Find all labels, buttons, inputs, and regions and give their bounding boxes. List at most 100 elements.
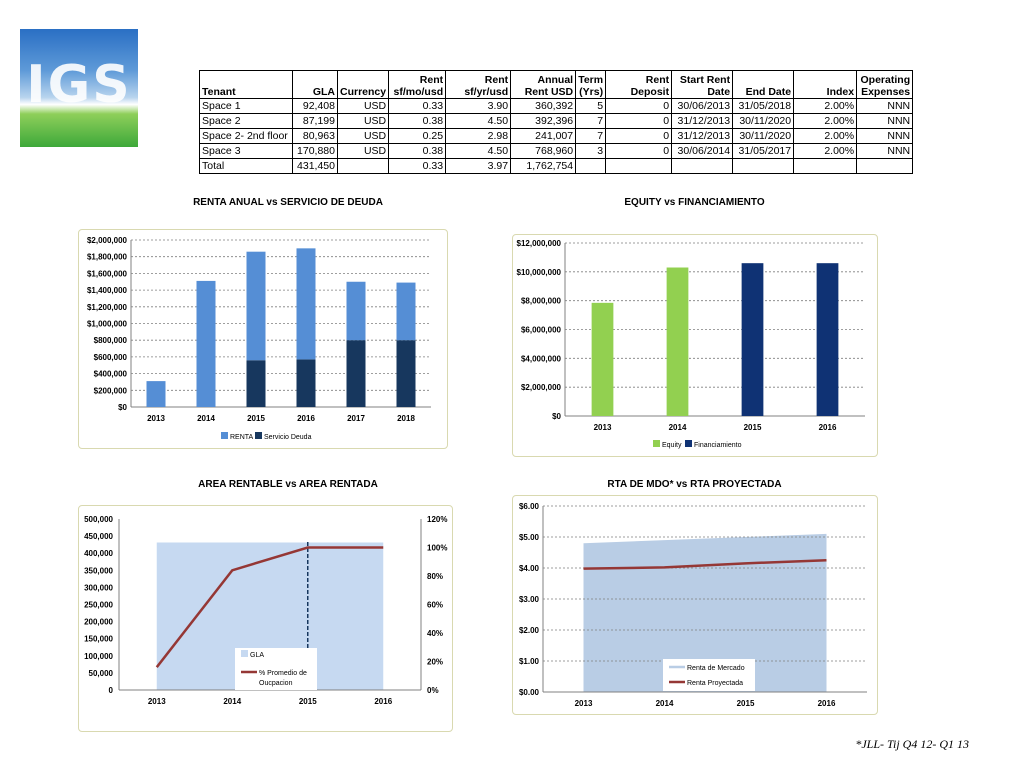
table-cell: 87,199 <box>292 113 338 129</box>
table-cell: USD <box>336 98 390 114</box>
table-cell: 0 <box>605 143 673 159</box>
table-row: Space 2- 2nd floor 80,963 USD 0.25 2.98 241,0… <box>199 128 914 144</box>
renta-mercado-area <box>583 533 827 692</box>
legend-label: Financiamiento <box>694 442 742 449</box>
y-tick-label: $400,000 <box>94 370 128 379</box>
x-tick-label: 2015 <box>247 414 265 423</box>
y-tick-label: 500,000 <box>84 515 113 524</box>
y-tick-label: $2,000,000 <box>87 236 128 245</box>
table-header-row: Tenant GLA Currency Rent sf/mo/usd Rent sf/y… <box>199 70 914 99</box>
chart1-title: RENTA ANUAL vs SERVICIO DE DEUDA <box>193 197 383 208</box>
table-cell: 3.90 <box>445 98 512 114</box>
table-header-cell: End Date <box>732 70 795 99</box>
table-cell: 0.33 <box>388 98 447 114</box>
x-tick-label: 2015 <box>744 423 762 432</box>
legend-label: % Promedio de <box>259 670 307 677</box>
y-tick-label: $1,800,000 <box>87 253 128 262</box>
table-header-cell: Start Rent Date <box>671 70 734 99</box>
x-tick-label: 2017 <box>347 414 365 423</box>
legend-label: Renta de Mercado <box>687 665 745 672</box>
y-tick-label: $2.00 <box>519 626 540 635</box>
y-tick-label: $800,000 <box>94 336 128 345</box>
table-cell: 0 <box>605 113 673 129</box>
table-cell: NNN <box>856 98 914 114</box>
chart4-title: RTA DE MDO* vs RTA PROYECTADA <box>607 479 782 490</box>
x-tick-label: 2018 <box>397 414 415 423</box>
y2-tick-label: 120% <box>427 515 447 524</box>
table-cell: 0.38 <box>388 143 447 159</box>
legend-swatch <box>653 440 660 447</box>
table-row: Space 3 170,880 USD 0.38 4.50 768,960 3 0 30/06/… <box>199 143 914 159</box>
bar-equity <box>666 267 689 416</box>
bar-servicio-deuda <box>296 359 316 407</box>
legend-label: Renta Proyectada <box>687 680 743 687</box>
gla-area <box>156 542 384 690</box>
table-row: Total 431,450 0.33 3.97 1,762,754 <box>199 158 914 174</box>
table-cell: USD <box>336 113 390 129</box>
table-cell: 1,762,754 <box>510 158 577 174</box>
y-tick-label: $1,200,000 <box>87 303 128 312</box>
table-cell: 80,963 <box>292 128 338 144</box>
x-tick-label: 2014 <box>197 414 215 423</box>
table-cell: 2.00% <box>793 113 858 129</box>
x-tick-label: 2015 <box>299 697 317 706</box>
y-tick-label: $0.00 <box>519 688 540 697</box>
table-header-cell: Annual Rent USD <box>510 70 577 99</box>
y-tick-label: 400,000 <box>84 549 113 558</box>
bar-renta <box>346 281 366 341</box>
y-tick-label: $1,400,000 <box>87 286 128 295</box>
table-cell: USD <box>336 128 390 144</box>
table-cell: 3.97 <box>445 158 512 174</box>
x-tick-label: 2016 <box>374 697 392 706</box>
y-tick-label: $12,000,000 <box>517 239 562 248</box>
bar-financiamiento <box>741 263 764 416</box>
y-tick-label: $200,000 <box>94 386 128 395</box>
y2-tick-label: 20% <box>427 658 443 667</box>
table-row: Space 2 87,199 USD 0.38 4.50 392,396 7 0 31/12/2… <box>199 113 914 129</box>
y-tick-label: $1,600,000 <box>87 269 128 278</box>
table-cell <box>336 158 390 174</box>
table-cell: 4.50 <box>445 113 512 129</box>
bar-servicio-deuda <box>246 360 266 407</box>
table-header-cell: Currency <box>336 70 390 99</box>
x-tick-label: 2013 <box>147 414 165 423</box>
y2-tick-label: 40% <box>427 629 443 638</box>
x-tick-label: 2013 <box>594 423 612 432</box>
legend-swatch <box>685 440 692 447</box>
y-tick-label: 300,000 <box>84 583 113 592</box>
table-cell <box>605 158 673 174</box>
table-header-cell: GLA <box>292 70 338 99</box>
table-cell: 31/05/2018 <box>732 98 795 114</box>
table-header-cell: Rent sf/yr/usd <box>445 70 512 99</box>
y-tick-label: $600,000 <box>94 353 128 362</box>
table-cell: 0.33 <box>388 158 447 174</box>
table-cell: 241,007 <box>510 128 577 144</box>
table-header-cell: Tenant <box>199 70 293 99</box>
occupancy-line <box>155 546 384 668</box>
table-cell: Space 3 <box>199 143 293 159</box>
x-tick-label: 2014 <box>223 697 241 706</box>
y-tick-label: $0 <box>118 403 127 412</box>
legend-label: RENTA <box>230 434 254 441</box>
y-tick-label: 150,000 <box>84 635 113 644</box>
y-tick-label: 200,000 <box>84 618 113 627</box>
legend-label: Servicio Deuda <box>264 434 312 441</box>
y-tick-label: $5.00 <box>519 533 540 542</box>
table-cell: 7 <box>575 128 607 144</box>
x-tick-label: 2016 <box>818 699 836 708</box>
rta-mdo-chart: $0.00 $1.00 $2.00 $3.00 $4.00 $5.00 $6.00 2013 2… <box>519 502 867 708</box>
renta-proyectada-line <box>583 559 827 570</box>
x-tick-label: 2013 <box>575 699 593 708</box>
y-tick-label: $3.00 <box>519 595 540 604</box>
table-cell: 30/11/2020 <box>732 113 795 129</box>
chart1-panel: $0 $200,000 $400,000 $600,000 $800,000 $1,000… <box>78 229 448 449</box>
table-cell: 431,450 <box>292 158 338 174</box>
y-tick-label: $10,000,000 <box>517 268 562 277</box>
renta-vs-deuda-chart: $0 $200,000 $400,000 $600,000 $800,000 $1,000… <box>87 236 431 441</box>
table-cell: 3 <box>575 143 607 159</box>
y2-tick-label: 60% <box>427 601 443 610</box>
table-cell: 2.00% <box>793 128 858 144</box>
y2-tick-label: 0% <box>427 686 439 695</box>
y-tick-label: $1.00 <box>519 657 540 666</box>
legend-label: GLA <box>250 652 264 659</box>
